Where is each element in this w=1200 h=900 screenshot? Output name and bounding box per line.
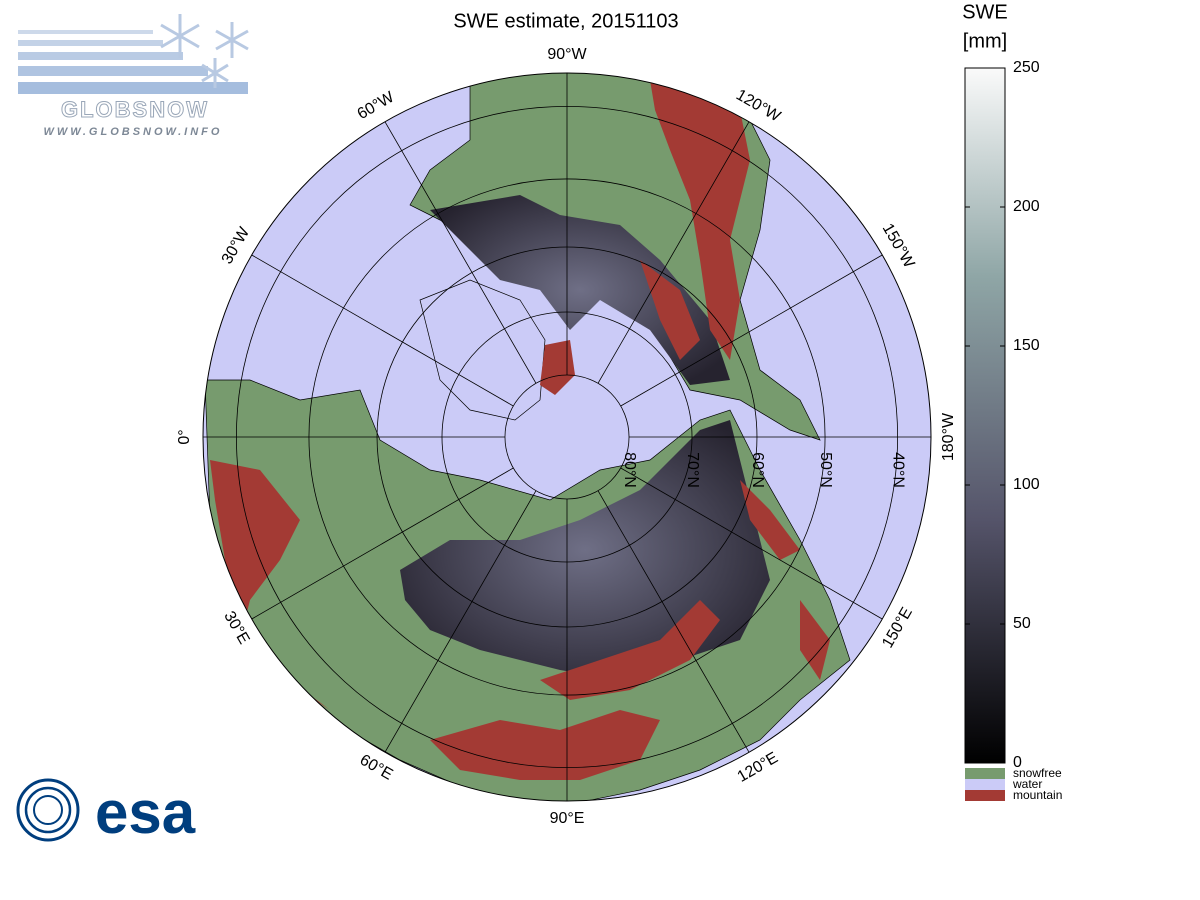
meridian bbox=[597, 490, 750, 753]
meridian bbox=[384, 121, 537, 384]
globsnow-url: WWW.GLOBSNOW.INFO bbox=[44, 126, 223, 138]
logo-stripe bbox=[18, 40, 163, 46]
meridian-label: 90°E bbox=[550, 810, 585, 827]
meridian-label: 180°W bbox=[940, 412, 957, 461]
globsnow-logo: GLOBSNOW WWW.GLOBSNOW.INFO bbox=[18, 14, 249, 138]
logo-stripe bbox=[18, 66, 208, 76]
meridian-label: 90°W bbox=[547, 46, 587, 63]
map-border bbox=[202, 72, 932, 802]
land bbox=[204, 73, 851, 801]
parallel-label: 50°N bbox=[817, 452, 834, 488]
colorbar-title: SWE bbox=[962, 1, 1008, 23]
colorbar-tick-label: 50 bbox=[1013, 615, 1031, 632]
colorbar-tick-label: 200 bbox=[1013, 198, 1040, 215]
esa-swirl bbox=[16, 778, 80, 842]
logo-stripe bbox=[18, 82, 248, 94]
polar-map: 80°N 70°N 60°N 50°N 40°N0°30°W60°W90°W120°W1… bbox=[176, 46, 957, 827]
meridian-label: 0° bbox=[176, 429, 193, 444]
snow-eurasia bbox=[400, 420, 770, 680]
legend-label: snowfree bbox=[1013, 766, 1062, 780]
colorbar-tick-label: 100 bbox=[1013, 476, 1040, 493]
legend-swatch bbox=[965, 779, 1005, 790]
meridian bbox=[384, 490, 537, 753]
meridian-label: 60°E bbox=[357, 751, 396, 783]
legend-label: water bbox=[1012, 777, 1042, 791]
map-title: SWE estimate, 20151103 bbox=[453, 10, 678, 32]
meridian-label: 30°E bbox=[220, 609, 252, 648]
meridian bbox=[620, 254, 883, 407]
colorbar-tick-label: 150 bbox=[1013, 337, 1040, 354]
legend-swatch bbox=[965, 790, 1005, 801]
legend-swatch bbox=[965, 768, 1005, 779]
colorbar-tick-label: 0 bbox=[1013, 754, 1022, 771]
colorbar-tick-label: 250 bbox=[1013, 59, 1040, 76]
logo-stripe bbox=[18, 30, 153, 34]
meridian bbox=[251, 467, 514, 620]
parallel-label: 70°N bbox=[684, 452, 701, 488]
colorbar: SWE [mm] 0 50 100 150 200 250 snowfreewatermou… bbox=[962, 1, 1062, 802]
colorbar-ramp bbox=[964, 67, 1006, 764]
globsnow-text: GLOBSNOW bbox=[61, 97, 209, 122]
esa-text: esa bbox=[95, 779, 196, 846]
parallel-label: 80°N bbox=[621, 452, 638, 488]
snow-north-america bbox=[430, 195, 730, 385]
logo-stripe bbox=[18, 52, 183, 60]
esa-logo: esa bbox=[16, 778, 196, 846]
parallel-label: 40°N bbox=[889, 452, 906, 488]
greenland bbox=[419, 279, 546, 421]
meridian bbox=[251, 254, 514, 407]
colorbar-unit: [mm] bbox=[963, 30, 1007, 52]
parallel-label: 60°N bbox=[749, 452, 766, 488]
meridian bbox=[597, 121, 750, 384]
legend-label: mountain bbox=[1013, 788, 1062, 802]
meridian bbox=[620, 467, 883, 620]
snowflakes bbox=[160, 14, 249, 88]
